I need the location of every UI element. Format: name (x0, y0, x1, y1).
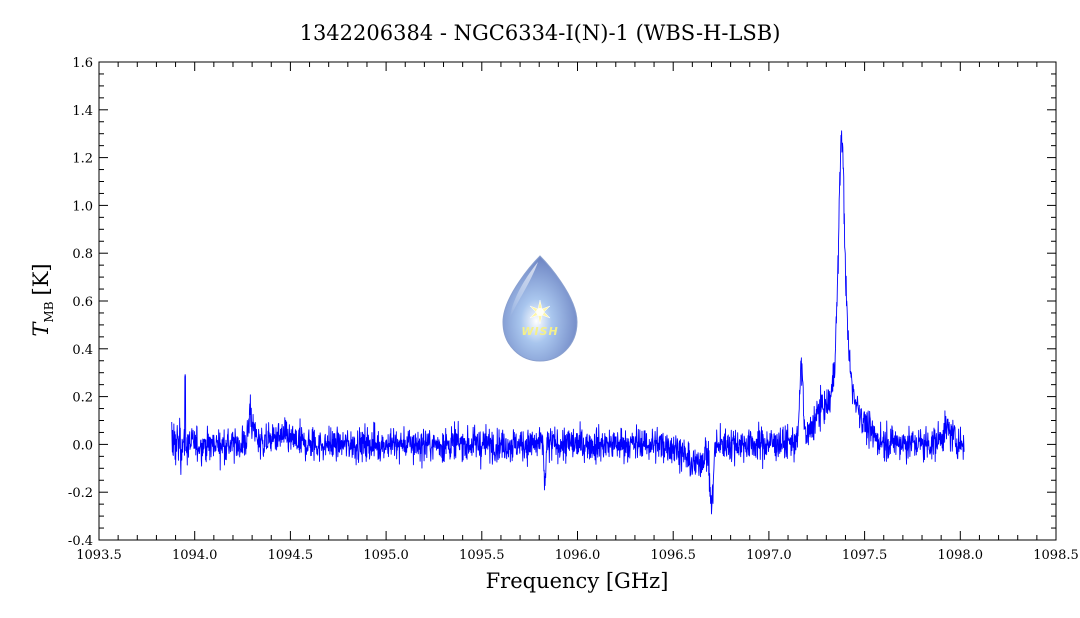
y-tick-label: 1.2 (72, 152, 93, 167)
wish-logo: WISH (502, 255, 578, 362)
y-axis-label: TMB [K] (29, 263, 56, 336)
x-tick-label: 1094.5 (268, 548, 314, 563)
x-tick-label: 1096.0 (555, 548, 601, 563)
spectrum-line (171, 130, 965, 515)
x-tick-label: 1097.5 (842, 548, 888, 563)
axis-tick-labels: 1093.5 1094.0 1094.5 1095.0 1095.5 1096.0 1096… (68, 56, 1079, 563)
x-tick-label: 1095.0 (363, 548, 409, 563)
x-tick-label: 1098.0 (938, 548, 984, 563)
x-tick-label: 1094.0 (172, 548, 218, 563)
y-axis-label-sub: MB (42, 301, 56, 322)
y-tick-label: 0.8 (72, 247, 93, 262)
y-tick-label: 1.4 (72, 104, 93, 119)
x-axis-label: Frequency [GHz] (486, 569, 669, 593)
y-tick-label: 0.0 (72, 438, 93, 453)
y-axis-label-main: T (29, 321, 53, 337)
y-tick-label: -0.4 (68, 534, 93, 549)
x-tick-label: 1096.5 (650, 548, 696, 563)
y-tick-label: -0.2 (68, 486, 93, 501)
x-tick-label: 1093.5 (76, 548, 122, 563)
logo-text: WISH (521, 325, 558, 338)
svg-text:TMB[K]: TMB [K] (29, 263, 56, 336)
x-tick-label: 1097.0 (746, 548, 792, 563)
axis-ticks (98, 61, 1057, 541)
y-tick-label: 1.6 (72, 56, 93, 71)
y-tick-label: 1.0 (72, 199, 93, 214)
y-tick-label: 0.4 (72, 343, 93, 358)
x-tick-label: 1098.5 (1033, 548, 1079, 563)
y-tick-label: 0.6 (72, 295, 93, 310)
y-axis-label-unit: [K] (29, 263, 53, 295)
plot-frame (98, 61, 1057, 541)
y-tick-label: 0.2 (72, 391, 93, 406)
x-tick-label: 1095.5 (459, 548, 505, 563)
chart-title: 1342206384 - NGC6334-I(N)-1 (WBS-H-LSB) (300, 21, 781, 45)
